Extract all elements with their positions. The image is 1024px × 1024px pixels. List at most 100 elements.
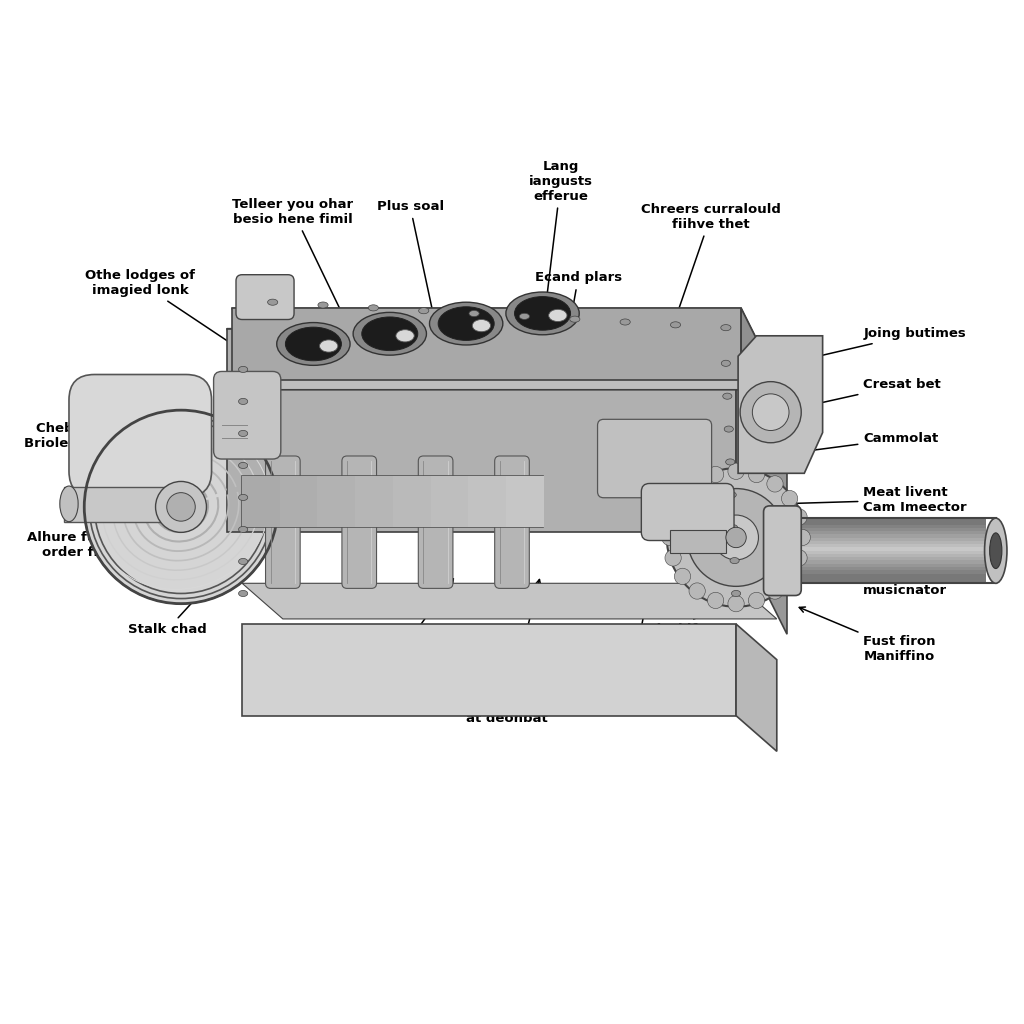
Text: Otiive l slant
at deohbat: Otiive l slant at deohbat <box>459 580 555 725</box>
Polygon shape <box>242 476 280 527</box>
FancyBboxPatch shape <box>342 456 377 589</box>
Polygon shape <box>782 524 985 528</box>
Ellipse shape <box>239 430 248 436</box>
Circle shape <box>794 529 810 546</box>
Circle shape <box>740 382 801 442</box>
Polygon shape <box>242 624 736 716</box>
Ellipse shape <box>59 486 78 521</box>
Circle shape <box>791 550 807 566</box>
Bar <box>670 530 726 553</box>
Polygon shape <box>741 308 782 461</box>
Bar <box>63 486 166 522</box>
Polygon shape <box>782 535 985 538</box>
Polygon shape <box>782 544 985 548</box>
Ellipse shape <box>472 319 490 332</box>
Circle shape <box>667 468 805 606</box>
Polygon shape <box>736 624 777 752</box>
FancyBboxPatch shape <box>418 456 453 589</box>
Text: Stalk chad: Stalk chad <box>128 548 242 636</box>
Ellipse shape <box>671 322 681 328</box>
Polygon shape <box>782 560 985 564</box>
Text: Chebes mlst
Briole for doool: Chebes mlst Briole for doool <box>24 422 191 464</box>
Circle shape <box>89 416 272 599</box>
Ellipse shape <box>239 367 248 373</box>
Ellipse shape <box>429 302 503 345</box>
Polygon shape <box>242 584 777 618</box>
Polygon shape <box>782 548 985 551</box>
Text: Cammolat: Cammolat <box>797 432 939 455</box>
Ellipse shape <box>569 316 580 323</box>
Polygon shape <box>736 329 787 634</box>
Polygon shape <box>782 573 985 577</box>
FancyBboxPatch shape <box>641 483 734 541</box>
Text: Chreers curralould
fiihve thet: Chreers curralould fiihve thet <box>641 203 780 360</box>
Ellipse shape <box>361 317 418 350</box>
Polygon shape <box>782 538 985 541</box>
FancyBboxPatch shape <box>236 274 294 319</box>
Circle shape <box>665 509 681 525</box>
Polygon shape <box>227 329 787 430</box>
Ellipse shape <box>989 532 1001 568</box>
Circle shape <box>767 583 783 599</box>
Bar <box>782 518 995 584</box>
Polygon shape <box>738 336 822 473</box>
Text: Fuel heat
Prosting
musicnator: Fuel heat Prosting musicnator <box>783 544 947 597</box>
FancyBboxPatch shape <box>764 506 801 596</box>
Ellipse shape <box>730 557 739 563</box>
Ellipse shape <box>984 518 1007 584</box>
Text: Alhure fursbes
order fibat: Alhure fursbes order fibat <box>27 508 180 558</box>
Polygon shape <box>782 577 985 580</box>
Polygon shape <box>393 476 430 527</box>
Polygon shape <box>231 308 741 380</box>
Polygon shape <box>231 308 782 390</box>
Polygon shape <box>468 476 506 527</box>
Polygon shape <box>317 476 355 527</box>
Circle shape <box>665 550 681 566</box>
Text: 3 Velsal vnien
triese of Martshell: 3 Velsal vnien triese of Martshell <box>308 579 454 699</box>
Ellipse shape <box>319 340 338 352</box>
Ellipse shape <box>239 591 248 597</box>
Circle shape <box>84 411 278 604</box>
Ellipse shape <box>726 459 735 465</box>
FancyBboxPatch shape <box>214 372 281 459</box>
Polygon shape <box>782 531 985 535</box>
Ellipse shape <box>519 313 529 319</box>
Ellipse shape <box>506 292 580 335</box>
Polygon shape <box>506 476 544 527</box>
Circle shape <box>708 466 724 482</box>
Ellipse shape <box>728 524 737 530</box>
Circle shape <box>728 463 744 479</box>
Text: Crank skift: Crank skift <box>622 606 730 636</box>
Ellipse shape <box>239 558 248 564</box>
Circle shape <box>714 515 759 560</box>
Text: Plus soal: Plus soal <box>377 200 443 345</box>
Text: Cresat bet: Cresat bet <box>783 378 941 413</box>
Text: Pus suide
char hisints
heal d sore: Pus suide char hisints heal d sore <box>586 590 673 712</box>
Ellipse shape <box>239 463 248 469</box>
Polygon shape <box>782 528 985 531</box>
Circle shape <box>753 394 790 430</box>
Ellipse shape <box>621 318 630 325</box>
Ellipse shape <box>514 297 570 330</box>
FancyBboxPatch shape <box>265 456 300 589</box>
Ellipse shape <box>549 309 567 322</box>
Circle shape <box>689 583 706 599</box>
Circle shape <box>167 493 196 521</box>
Ellipse shape <box>723 393 732 399</box>
Ellipse shape <box>396 330 415 342</box>
Circle shape <box>728 596 744 611</box>
Ellipse shape <box>731 591 740 597</box>
Circle shape <box>156 481 207 532</box>
Ellipse shape <box>353 312 426 355</box>
Polygon shape <box>782 541 985 544</box>
Polygon shape <box>280 476 317 527</box>
Circle shape <box>791 509 807 525</box>
Text: Othe lodges of
imagied lonk: Othe lodges of imagied lonk <box>85 269 259 361</box>
Polygon shape <box>782 567 985 570</box>
Circle shape <box>94 420 267 594</box>
Circle shape <box>726 527 746 548</box>
Polygon shape <box>430 476 468 527</box>
Circle shape <box>781 490 798 507</box>
Ellipse shape <box>438 307 495 340</box>
Circle shape <box>689 476 706 493</box>
